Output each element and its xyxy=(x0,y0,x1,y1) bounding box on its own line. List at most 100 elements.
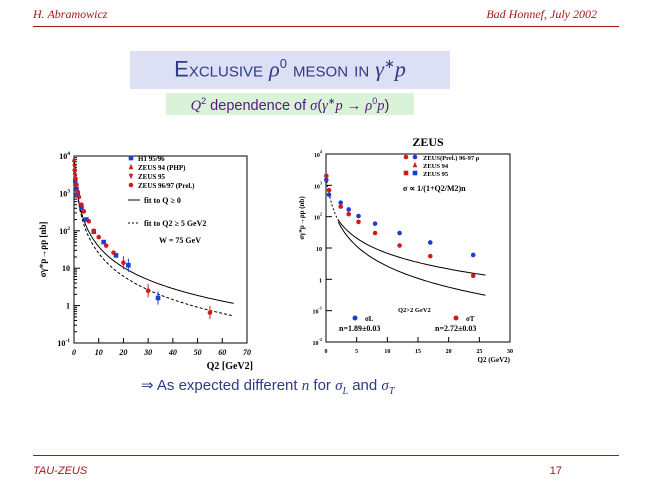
data-point xyxy=(81,209,87,214)
header-author: H. Abramowicz xyxy=(33,7,108,21)
x-tick-label: 30 xyxy=(143,348,152,357)
slide-subtitle: Q2 dependence of σ(γ∗p → ρ0p) xyxy=(190,96,390,114)
fit-label-q2-gt-5: fit to Q2 ≥ 5 GeV2 xyxy=(144,219,206,228)
data-point xyxy=(103,243,109,248)
legend-label: σT xyxy=(466,315,475,323)
y-tick-label: 1 xyxy=(66,302,70,311)
data-point xyxy=(91,228,97,234)
legend-marker xyxy=(128,173,134,180)
legend-marker xyxy=(412,154,418,160)
plot-frame xyxy=(73,155,248,344)
legend-marker xyxy=(128,155,134,161)
data-point xyxy=(86,218,92,224)
data-point xyxy=(207,310,213,315)
legend-marker xyxy=(412,161,418,168)
data-point xyxy=(101,239,106,245)
y-axis-label: σγ*p→ρp [nb] xyxy=(38,222,48,278)
data-point xyxy=(74,186,79,192)
data-point xyxy=(372,230,378,236)
x-tick-label: 15 xyxy=(415,349,421,355)
data-point xyxy=(84,217,89,222)
y-tick-label: 10-1 xyxy=(57,338,70,348)
x-tick-label: 20 xyxy=(446,349,452,355)
x-tick-label: 10 xyxy=(95,348,103,357)
fit-curve-q2-gt-5 xyxy=(73,159,234,317)
legend-marker xyxy=(128,182,134,188)
conclusion-text: ⇒ As expected different n for σL and σT xyxy=(141,377,395,397)
chart-title: ZEUS xyxy=(412,135,444,149)
legend-label: σL xyxy=(365,315,374,323)
y-tick-label: 1 xyxy=(319,278,322,284)
data-point xyxy=(126,262,131,268)
exponent-label: n=2.72±0.03 xyxy=(435,324,476,333)
x-axis-label: Q2 (GeV2) xyxy=(478,356,511,364)
y-tick-label: 104 xyxy=(314,149,323,159)
exponent-label: n=1.89±0.03 xyxy=(339,324,380,333)
legend-label: H1 95/96 xyxy=(138,155,165,163)
y-tick-label: 103 xyxy=(59,188,70,198)
x-tick-label: 60 xyxy=(218,348,226,357)
data-point xyxy=(75,189,81,195)
data-point xyxy=(79,205,84,210)
subtitle-box: Q2 dependence of σ(γ∗p → ρ0p) xyxy=(166,93,414,115)
legend-marker xyxy=(453,315,459,321)
x-axis-label: Q2 [GeV2] xyxy=(207,361,253,372)
data-point xyxy=(397,230,402,236)
slide-title: Exclusive ρ0 meson in γ∗p xyxy=(174,56,406,82)
data-point xyxy=(326,187,332,193)
legend-label: ZEUS(Prel.) 96-97 ρ xyxy=(423,155,480,162)
data-point xyxy=(324,177,329,183)
data-point xyxy=(356,219,361,225)
data-point xyxy=(121,260,126,266)
x-tick-label: 40 xyxy=(168,348,177,357)
energy-note: W = 75 GeV xyxy=(159,236,201,245)
y-tick-label: 103 xyxy=(314,180,322,190)
fit-curve-low-q2 xyxy=(325,177,340,224)
x-tick-label: 30 xyxy=(507,349,513,355)
legend-marker xyxy=(128,163,134,170)
data-point xyxy=(326,192,332,198)
data-point xyxy=(470,273,476,279)
data-point xyxy=(397,243,402,248)
x-tick-label: 50 xyxy=(194,348,202,357)
y-tick-label: 10 xyxy=(316,247,322,253)
legend-label: ZEUS 95 xyxy=(138,173,166,181)
data-point xyxy=(79,202,84,207)
data-point xyxy=(145,288,151,294)
y-tick-label: 10 xyxy=(62,264,70,273)
data-point xyxy=(338,204,344,209)
legend-marker xyxy=(412,170,418,176)
data-point xyxy=(470,252,476,258)
legend-label: ZEUS 94 (PHP) xyxy=(138,164,186,172)
data-point xyxy=(113,253,119,258)
fit-formula: σ ∝ 1/(1+Q2/M2)n xyxy=(403,184,466,193)
data-point xyxy=(111,250,116,255)
data-point xyxy=(96,234,102,240)
footer-left: TAU-ZEUS xyxy=(33,465,88,477)
y-tick-label: 104 xyxy=(59,151,70,161)
data-point xyxy=(324,173,329,179)
data-point xyxy=(155,295,161,301)
fit-curve-sigma-l xyxy=(337,219,486,276)
legend-marker xyxy=(403,154,409,160)
legend-marker xyxy=(352,315,358,321)
data-point xyxy=(72,164,77,170)
fit-curve-sigma-t xyxy=(337,221,486,296)
y-tick-label: 10-1 xyxy=(313,306,323,316)
legend-label: ZEUS 95 xyxy=(423,171,449,178)
fit-curve-all xyxy=(73,159,234,304)
y-tick-label: 10-2 xyxy=(313,337,323,347)
data-point xyxy=(73,176,78,181)
data-point xyxy=(356,213,361,219)
data-point xyxy=(74,182,79,188)
data-point xyxy=(338,200,344,205)
data-point xyxy=(427,240,433,245)
legend-label: ZEUS 94 xyxy=(423,163,449,170)
x-tick-label: 5 xyxy=(355,349,358,355)
fit-label-all: fit to Q ≥ 0 xyxy=(144,196,181,205)
q2-cut: Q2>2 GeV2 xyxy=(398,307,431,314)
x-tick-label: 20 xyxy=(118,348,127,357)
title-box: Exclusive ρ0 meson in γ∗p xyxy=(130,51,450,89)
data-point xyxy=(346,207,351,212)
